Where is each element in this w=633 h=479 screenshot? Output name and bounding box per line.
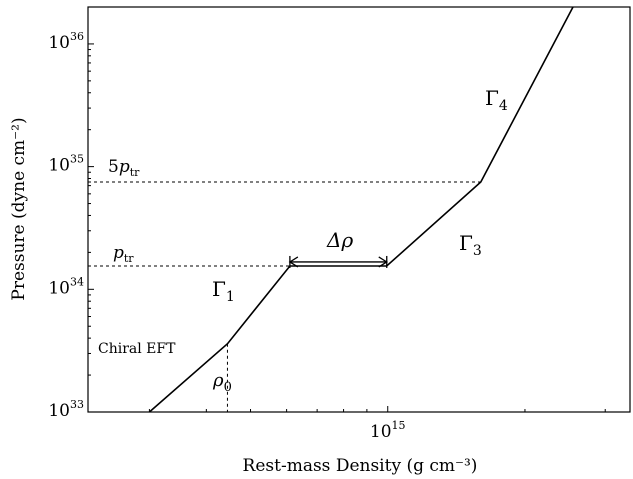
plot-area: 1033 1034 1035 1036 1015 [48,6,631,442]
y-axis-label: Pressure (dyne cm⁻²) [9,117,29,300]
delta-rho-label: Δρ [326,228,353,252]
chiral-eft-label: Chiral EFT [98,341,176,357]
eos-curve [148,6,574,413]
five-p-tr-label: 5ptr [108,157,140,179]
x-axis-label: Rest-mass Density (g cm⁻³) [243,456,478,476]
y-tick-label: 1034 [48,275,84,298]
y-tick-label: 1035 [48,153,84,176]
gamma-4-label: Γ4 [485,86,508,114]
gamma-3-label: Γ3 [459,231,482,259]
rho-0-label: ρ0 [212,370,232,395]
plot-frame [87,6,631,413]
p-tr-label: ptr [113,243,134,265]
x-tick-label: 1015 [370,419,406,442]
gamma-1-label: Γ1 [212,277,235,305]
y-tick-label: 1033 [48,398,84,421]
y-tick-label: 1036 [48,30,84,53]
